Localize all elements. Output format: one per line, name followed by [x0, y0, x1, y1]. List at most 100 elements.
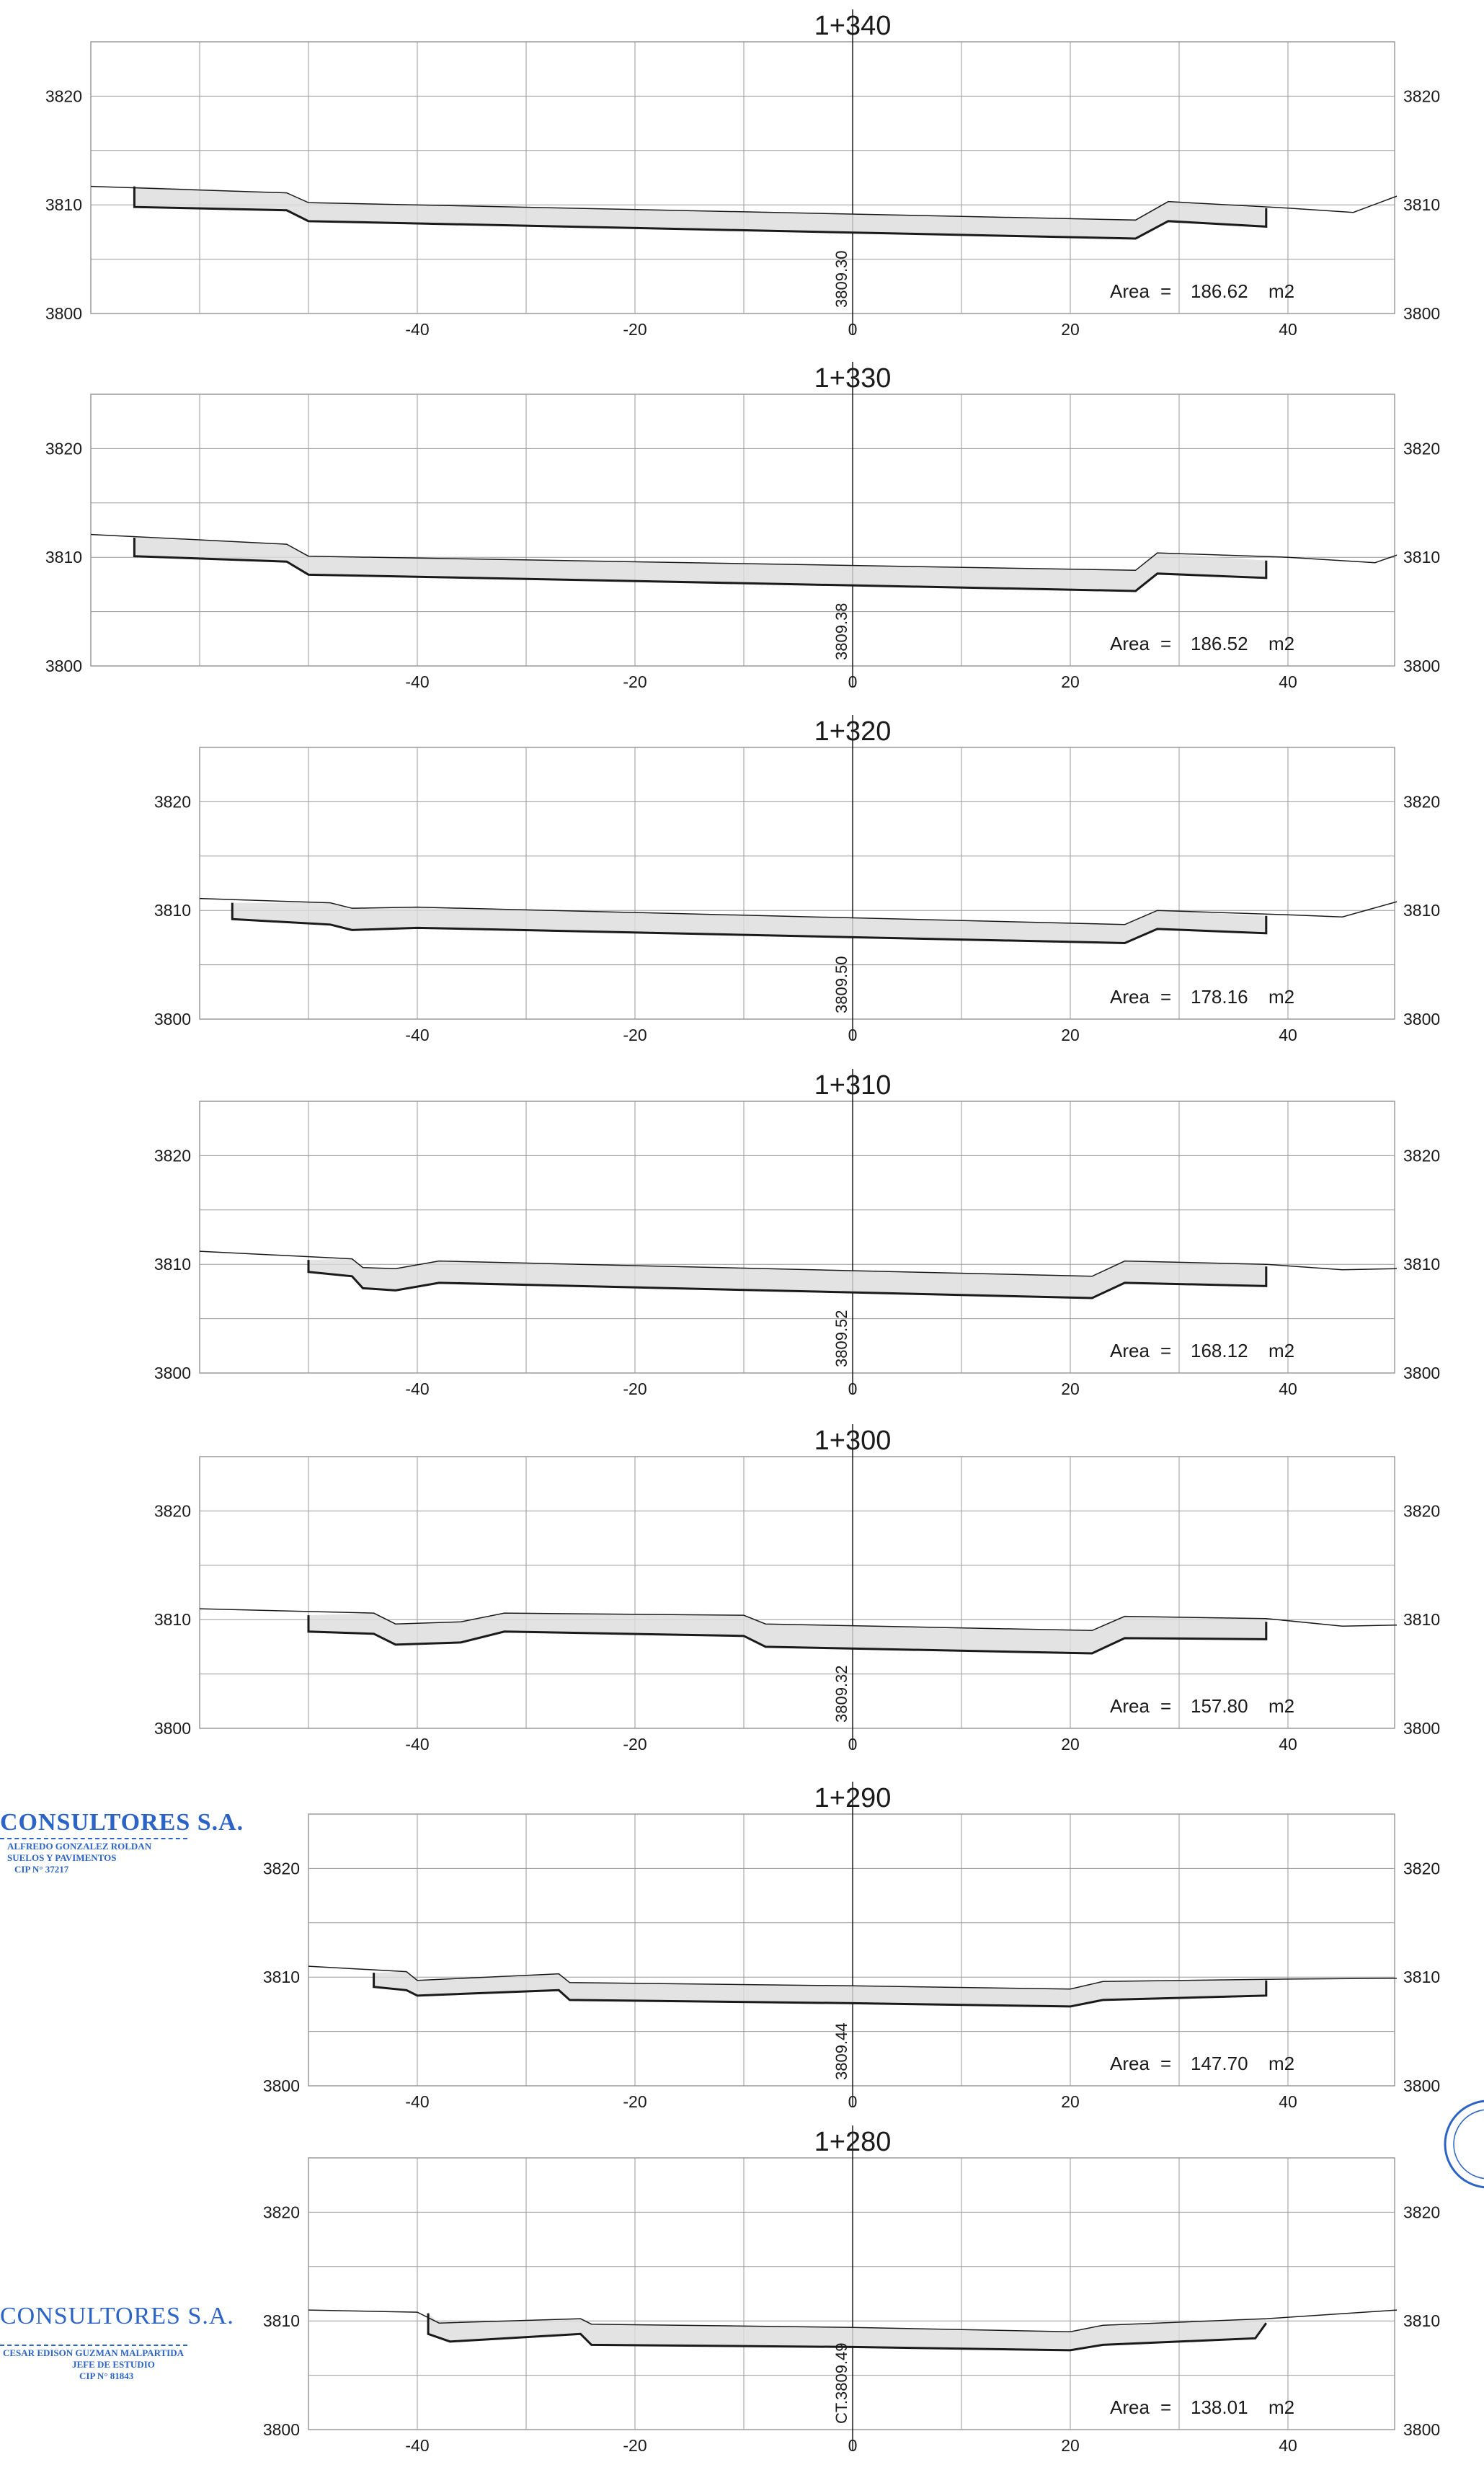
x-tick-label: 40	[1279, 320, 1297, 339]
y-tick-label-right: 3820	[1403, 1146, 1440, 1165]
area-value: 186.52	[1191, 633, 1248, 654]
axis-elevation-label: 3809.38	[832, 603, 850, 660]
area-unit: m2	[1268, 280, 1294, 302]
x-tick-label: 0	[848, 1026, 858, 1044]
y-tick-label-left: 3810	[45, 195, 82, 214]
area-value: 157.80	[1191, 1695, 1248, 1717]
section-title: 1+280	[814, 2127, 892, 2157]
x-tick-label: 20	[1061, 2436, 1080, 2455]
y-tick-label-right: 3820	[1403, 1859, 1440, 1878]
stamp-name: ALFREDO GONZALEZ ROLDAN	[7, 1841, 152, 1852]
x-tick-label: -40	[405, 320, 429, 339]
y-tick-label-left: 3810	[45, 548, 82, 566]
section-frame	[308, 2157, 1395, 2430]
y-tick-label-left: 3810	[154, 1255, 191, 1274]
section-frame	[199, 1456, 1395, 1729]
y-tick-label-right: 3800	[1403, 304, 1440, 323]
cut-area-fill	[373, 1971, 1266, 2007]
y-tick-label-left: 3800	[45, 657, 82, 675]
x-tick-label: 0	[848, 2092, 858, 2111]
cut-area-fill	[134, 538, 1266, 591]
y-tick-label-left: 3800	[154, 1719, 191, 1738]
design-line	[133, 538, 1268, 592]
cut-area-fill	[428, 2313, 1266, 2350]
y-tick-label-right: 3800	[1403, 2076, 1440, 2095]
x-tick-label: 40	[1279, 1379, 1297, 1398]
cut-area-fill	[134, 186, 1266, 239]
y-tick-label-right: 3800	[1403, 1364, 1440, 1382]
y-tick-label-left: 3820	[263, 2203, 300, 2221]
area-equals: =	[1160, 2053, 1171, 2074]
area-equals: =	[1160, 986, 1171, 1008]
section-frame	[90, 41, 1395, 314]
area-label: Area	[1110, 2053, 1150, 2074]
area-value: 138.01	[1191, 2396, 1248, 2418]
stamp-divider	[0, 1838, 187, 1839]
y-tick-label-left: 3820	[263, 1859, 300, 1878]
x-tick-label: -20	[623, 2436, 647, 2455]
area-label: Area	[1110, 633, 1150, 654]
terrain-line	[308, 1965, 1398, 1990]
section-title: 1+330	[814, 363, 892, 394]
x-tick-label: -20	[623, 320, 647, 339]
section-title: 1+310	[814, 1070, 892, 1101]
area-equals: =	[1160, 2396, 1171, 2418]
engineer-stamp-2: CONSULTORES S.A. CESAR EDISON GUZMAN MAL…	[0, 2303, 234, 2382]
area-equals: =	[1160, 1340, 1171, 1361]
area-unit: m2	[1268, 1340, 1294, 1361]
x-tick-label: 40	[1279, 2092, 1297, 2111]
design-line	[373, 1973, 1268, 2008]
x-tick-label: -20	[623, 672, 647, 691]
cut-area-fill	[308, 1258, 1266, 1298]
engineer-stamp-1: CONSULTORES S.A. ALFREDO GONZALEZ ROLDAN…	[0, 1809, 244, 1875]
section-title: 1+320	[814, 716, 892, 747]
y-tick-label-left: 3810	[154, 901, 191, 920]
cut-area-fill	[232, 902, 1266, 943]
y-tick-label-left: 3800	[154, 1010, 191, 1028]
area-unit: m2	[1268, 1695, 1294, 1717]
y-tick-label-left: 3800	[45, 304, 82, 323]
area-unit: m2	[1268, 2053, 1294, 2074]
seal-stamp-icon	[1444, 2099, 1484, 2189]
area-value: 147.70	[1191, 2053, 1248, 2074]
x-tick-label: -20	[623, 1026, 647, 1044]
x-tick-label: 20	[1061, 1026, 1080, 1044]
terrain-line	[199, 897, 1398, 925]
area-unit: m2	[1268, 633, 1294, 654]
y-tick-label-right: 3810	[1403, 2311, 1440, 2330]
y-tick-label-right: 3810	[1403, 195, 1440, 214]
x-tick-label: 0	[848, 1735, 858, 1754]
y-tick-label-right: 3820	[1403, 1501, 1440, 1520]
y-tick-label-right: 3810	[1403, 1968, 1440, 1986]
x-tick-label: 20	[1061, 2092, 1080, 2111]
area-label: Area	[1110, 1695, 1150, 1717]
terrain-line	[90, 533, 1398, 572]
design-line	[231, 902, 1268, 944]
y-tick-label-left: 3800	[263, 2076, 300, 2095]
y-tick-label-right: 3820	[1403, 792, 1440, 811]
y-tick-label-right: 3800	[1403, 1010, 1440, 1028]
x-tick-label: -20	[623, 2092, 647, 2111]
terrain-line	[199, 1608, 1398, 1632]
x-tick-label: 0	[848, 672, 858, 691]
stamp-cip: CIP N° 81843	[79, 2370, 134, 2381]
y-tick-label-left: 3810	[154, 1610, 191, 1629]
section-title: 1+290	[814, 1783, 892, 1813]
area-value: 186.62	[1191, 280, 1248, 302]
x-tick-label: -40	[405, 1379, 429, 1398]
area-label: Area	[1110, 1340, 1150, 1361]
section-frame	[90, 394, 1395, 667]
x-tick-label: -20	[623, 1379, 647, 1398]
x-tick-label: -40	[405, 2436, 429, 2455]
x-tick-label: 40	[1279, 1735, 1297, 1754]
y-tick-label-right: 3800	[1403, 1719, 1440, 1738]
design-line	[133, 186, 1268, 240]
area-unit: m2	[1268, 986, 1294, 1008]
stamp-role: JEFE DE ESTUDIO	[72, 2359, 155, 2370]
stamp-role: SUELOS Y PAVIMENTOS	[7, 1852, 117, 1863]
stamp-name: CESAR EDISON GUZMAN MALPARTIDA	[3, 2347, 185, 2358]
stamp-divider	[0, 2345, 187, 2346]
y-tick-label-right: 3820	[1403, 86, 1440, 105]
x-tick-label: 40	[1279, 1026, 1297, 1044]
